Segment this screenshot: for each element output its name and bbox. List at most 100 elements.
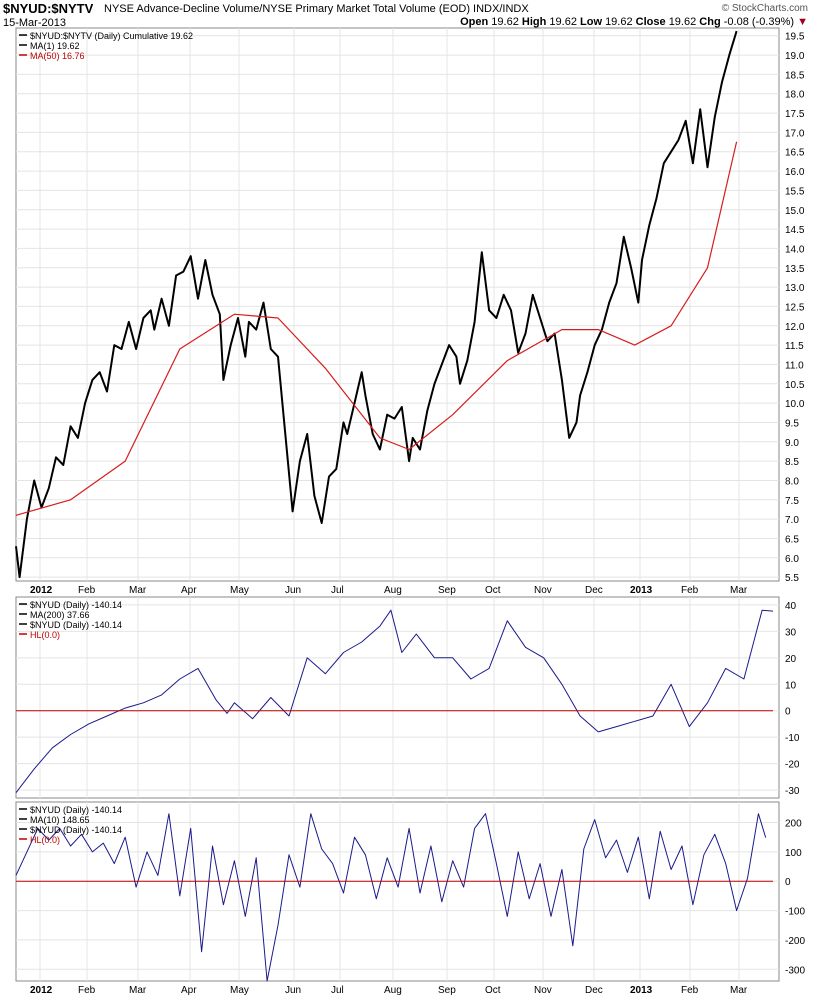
x-tick-label: Jun: [285, 585, 301, 596]
y-tick-label: 30: [785, 627, 797, 638]
x-tick-label: Jul: [331, 585, 344, 596]
y-tick-label: 17.5: [785, 109, 805, 120]
y-tick-label: -10: [785, 733, 800, 744]
legend-entry: $NYUD (Daily) -140.14: [30, 805, 122, 815]
y-tick-label: 9.0: [785, 438, 799, 449]
x-tick-label: Aug: [384, 985, 402, 996]
high-label: High: [521, 16, 547, 28]
x-tick-label: Mar: [129, 985, 147, 996]
x-tick-label: Nov: [534, 985, 552, 996]
low-label: Low: [580, 16, 602, 28]
x-tick-label: Feb: [78, 585, 96, 596]
panel-price: 5.5 6.0 6.5 7.0 7.5 8.0 8.5 9.0 9.5 10.0 10.5 11.0 1…: [15, 27, 805, 596]
legend-entry: $NYUD (Daily) -140.14: [30, 600, 122, 610]
panel-indicator_1: -30 -20 -10 0 10 20 30 40 $NYUD (Daily) -140.14M…: [15, 596, 800, 799]
legend-entry: MA(10) 148.65: [30, 815, 90, 825]
y-tick-label: 12.0: [785, 322, 805, 333]
y-tick-label: 13.5: [785, 264, 805, 275]
chart-date: 15-Mar-2013: [3, 17, 66, 29]
x-tick-label: Oct: [485, 585, 501, 596]
y-tick-label: 7.0: [785, 515, 799, 526]
y-tick-label: 200: [785, 819, 802, 830]
y-tick-label: 6.0: [785, 554, 799, 565]
y-tick-label: 18.0: [785, 90, 805, 101]
x-tick-label: 2012: [30, 585, 53, 596]
close-value: 19.62: [668, 16, 697, 28]
symbol-description: NYSE Advance-Decline Volume/NYSE Primary…: [104, 3, 529, 15]
panel-frame: [15, 596, 780, 799]
x-tick-label: May: [230, 585, 249, 596]
x-tick-label: Mar: [730, 585, 748, 596]
legend-entry: MA(50) 16.76: [30, 51, 85, 61]
x-tick-label: Sep: [438, 985, 456, 996]
y-tick-label: 8.5: [785, 457, 799, 468]
y-tick-label: 8.0: [785, 476, 799, 487]
y-tick-label: 0: [785, 707, 791, 718]
x-tick-label: Nov: [534, 585, 552, 596]
x-tick-label: Sep: [438, 585, 456, 596]
x-tick-label: Feb: [78, 985, 96, 996]
panel-frame: [15, 801, 780, 982]
x-tick-label: Mar: [129, 585, 147, 596]
y-tick-label: 15.5: [785, 186, 805, 197]
chg-label: Chg: [699, 16, 721, 28]
x-tick-label: Dec: [585, 985, 603, 996]
x-tick-label: 2012: [30, 985, 53, 996]
y-tick-label: 6.5: [785, 534, 799, 545]
y-tick-label: 11.5: [785, 341, 804, 352]
legend-entry: MA(200) 37.66: [30, 610, 90, 620]
y-tick-label: -200: [785, 936, 805, 947]
y-tick-label: 19.5: [785, 32, 805, 43]
indicator-line: [15, 609, 774, 794]
price-line: [15, 30, 738, 579]
legend-entry: $NYUD (Daily) -140.14: [30, 620, 122, 630]
y-tick-label: -100: [785, 907, 805, 918]
y-tick-label: 13.0: [785, 283, 805, 294]
y-tick-label: 17.0: [785, 128, 805, 139]
y-tick-label: -300: [785, 965, 805, 976]
y-tick-label: 7.5: [785, 496, 799, 507]
y-tick-label: 10: [785, 680, 797, 691]
x-tick-label: Feb: [681, 985, 699, 996]
close-label: Close: [635, 16, 666, 28]
y-tick-label: 14.5: [785, 225, 805, 236]
legend-entry: $NYUD:$NYTV (Daily) Cumulative 19.62: [30, 31, 193, 41]
y-tick-label: -20: [785, 760, 800, 771]
legend-entry: $NYUD (Daily) -140.14: [30, 825, 122, 835]
chg-value: -0.08 (-0.39%): [723, 16, 795, 28]
x-tick-label: 2013: [630, 985, 653, 996]
indicator-line: [15, 813, 767, 982]
y-tick-label: -30: [785, 786, 800, 797]
y-tick-label: 100: [785, 848, 802, 859]
symbol-title: $NYUD:$NYTV: [3, 1, 94, 16]
x-tick-label: 2013: [630, 585, 653, 596]
down-arrow-icon: ▼: [797, 16, 808, 28]
y-tick-label: 5.5: [785, 573, 799, 584]
x-tick-label: Feb: [681, 585, 699, 596]
x-tick-label: May: [230, 985, 249, 996]
x-tick-label: Jul: [331, 985, 344, 996]
y-tick-label: 16.0: [785, 167, 805, 178]
panel-frame: [15, 27, 780, 582]
y-tick-label: 9.5: [785, 418, 799, 429]
y-tick-label: 40: [785, 601, 797, 612]
quote-bar: Open 19.62 High 19.62 Low 19.62 Close 19…: [460, 16, 808, 28]
high-value: 19.62: [549, 16, 577, 28]
y-tick-label: 11.0: [785, 360, 804, 371]
open-value: 19.62: [491, 16, 519, 28]
y-tick-label: 15.0: [785, 206, 805, 217]
y-tick-label: 16.5: [785, 148, 805, 159]
y-tick-label: 10.5: [785, 380, 805, 391]
panel-indicator_2: -300 -200 -100 0 100 200 $NYUD (Daily) -140.14…: [15, 801, 805, 996]
x-tick-label: Jun: [285, 985, 301, 996]
open-label: Open: [460, 16, 489, 28]
legend-entry: MA(1) 19.62: [30, 41, 80, 51]
y-tick-label: 10.0: [785, 399, 805, 410]
y-tick-label: 19.0: [785, 51, 805, 62]
y-tick-label: 14.0: [785, 244, 805, 255]
y-tick-label: 0: [785, 877, 791, 888]
low-value: 19.62: [605, 16, 633, 28]
y-tick-label: 20: [785, 654, 797, 665]
legend-entry: HL(0.0): [30, 630, 60, 640]
